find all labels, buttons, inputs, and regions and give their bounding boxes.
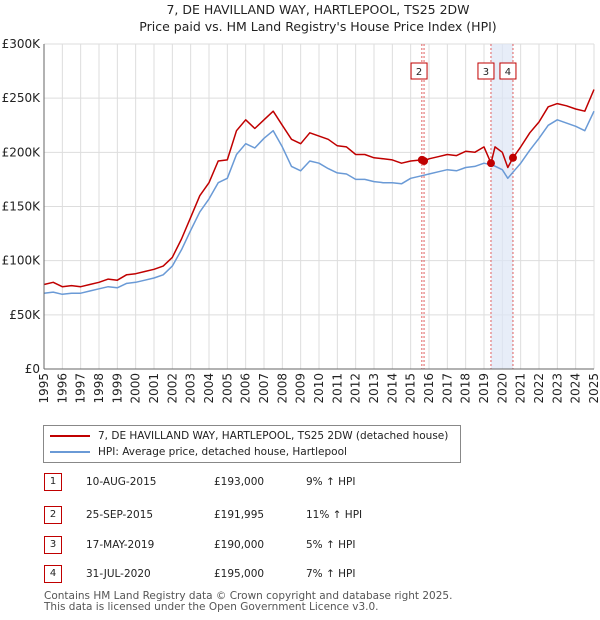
transaction-row: 3 17-MAY-2019 £190,000 5% ↑ HPI <box>44 535 464 555</box>
price-chart: 7, DE HAVILLAND WAY, HARTLEPOOL, TS25 2D… <box>2 2 600 404</box>
y-tick-label: £150K <box>2 200 42 214</box>
x-tick-label: 2021 <box>514 373 528 404</box>
y-tick-label: £200K <box>2 145 42 159</box>
x-tick-label: 2004 <box>202 373 216 404</box>
transaction-date: 10-AUG-2015 <box>86 476 157 488</box>
legend-label-property: 7, DE HAVILLAND WAY, HARTLEPOOL, TS25 2D… <box>98 430 449 442</box>
x-tick-label: 2017 <box>440 373 454 404</box>
x-tick-label: 2020 <box>495 373 509 404</box>
x-tick-label: 2001 <box>147 373 161 404</box>
transaction-box-2 <box>410 62 428 80</box>
x-tick-label: 2016 <box>422 373 436 404</box>
transaction-hpi-change: 11% ↑ HPI <box>306 509 363 521</box>
y-tick-label: £300K <box>2 37 42 51</box>
y-tick-label: £0 <box>25 362 40 376</box>
chart-title: 7, DE HAVILLAND WAY, HARTLEPOOL, TS25 2D… <box>166 2 469 17</box>
transaction-box-label-2: 2 <box>416 67 422 78</box>
x-tick-label: 1999 <box>110 373 124 404</box>
property-price-line <box>43 89 595 288</box>
transaction-hpi-change: 5% ↑ HPI <box>306 539 356 551</box>
x-tick-label: 2007 <box>257 373 271 404</box>
y-tick-label: £50K <box>9 308 41 322</box>
transaction-number: 3 <box>44 536 62 554</box>
x-tick-label: 2009 <box>294 373 308 404</box>
transaction-marker-2 <box>420 157 429 166</box>
transaction-date: 25-SEP-2015 <box>86 509 154 521</box>
transaction-box-label-4: 4 <box>505 67 511 78</box>
x-tick-label: 2024 <box>569 373 583 404</box>
transaction-price: £191,995 <box>214 509 265 521</box>
license-line: This data is licensed under the Open Gov… <box>44 601 379 613</box>
x-tick-label: 2010 <box>312 373 326 404</box>
x-tick-label: 2018 <box>459 373 473 404</box>
x-tick-label: 2023 <box>550 373 564 404</box>
x-tick-label: 2011 <box>330 373 344 404</box>
x-tick-label: 2012 <box>349 373 363 404</box>
transaction-box-label-3: 3 <box>483 67 489 78</box>
x-tick-label: 2003 <box>184 373 198 404</box>
transaction-row: 1 10-AUG-2015 £193,000 9% ↑ HPI <box>44 472 464 492</box>
transaction-date: 31-JUL-2020 <box>86 568 151 580</box>
transaction-price: £190,000 <box>214 539 265 551</box>
x-tick-label: 1997 <box>74 373 88 404</box>
x-tick-label: 2014 <box>385 373 399 404</box>
x-tick-label: 2008 <box>275 373 289 404</box>
y-tick-label: £100K <box>2 254 42 268</box>
highlight-band <box>490 44 513 369</box>
x-tick-label: 2015 <box>404 373 418 404</box>
x-tick-label: 2006 <box>239 373 253 404</box>
transaction-marker-4 <box>508 153 517 162</box>
chart-legend: 7, DE HAVILLAND WAY, HARTLEPOOL, TS25 2D… <box>43 425 461 463</box>
transaction-hpi-change: 7% ↑ HPI <box>306 568 356 580</box>
transaction-price: £193,000 <box>214 476 265 488</box>
x-tick-label: 2019 <box>477 373 491 404</box>
legend-label-hpi: HPI: Average price, detached house, Hart… <box>98 446 347 458</box>
legend-item-hpi: HPI: Average price, detached house, Hart… <box>50 444 347 460</box>
transaction-row: 2 25-SEP-2015 £191,995 11% ↑ HPI <box>44 505 464 525</box>
x-tick-label: 2013 <box>367 373 381 404</box>
transaction-hpi-change: 9% ↑ HPI <box>306 476 356 488</box>
hpi-line <box>43 110 595 296</box>
transaction-number: 4 <box>44 565 62 583</box>
legend-swatch-property <box>50 435 90 437</box>
chart-subtitle: Price paid vs. HM Land Registry's House … <box>139 19 496 34</box>
transaction-date: 17-MAY-2019 <box>86 539 155 551</box>
legend-item-property: 7, DE HAVILLAND WAY, HARTLEPOOL, TS25 2D… <box>50 428 448 444</box>
x-tick-label: 2000 <box>129 373 143 404</box>
attribution-line: Contains HM Land Registry data © Crown c… <box>44 590 453 602</box>
x-tick-label: 2002 <box>165 373 179 404</box>
y-tick-label: £250K <box>2 91 42 105</box>
transaction-number: 2 <box>44 506 62 524</box>
transaction-number: 1 <box>44 473 62 491</box>
transaction-box-4 <box>499 62 517 80</box>
x-tick-label: 1996 <box>55 373 69 404</box>
x-tick-label: 2022 <box>532 373 546 404</box>
transaction-row: 4 31-JUL-2020 £195,000 7% ↑ HPI <box>44 564 464 584</box>
transaction-box-3 <box>477 62 495 80</box>
x-tick-label: 1995 <box>37 373 51 404</box>
transaction-marker-3 <box>486 159 495 168</box>
legend-swatch-hpi <box>50 451 90 453</box>
x-tick-label: 1998 <box>92 373 106 404</box>
x-tick-label: 2005 <box>220 373 234 404</box>
attribution-footer: Contains HM Land Registry data © Crown c… <box>44 591 452 613</box>
transaction-price: £195,000 <box>214 568 265 580</box>
x-tick-label: 2025 <box>587 373 600 404</box>
